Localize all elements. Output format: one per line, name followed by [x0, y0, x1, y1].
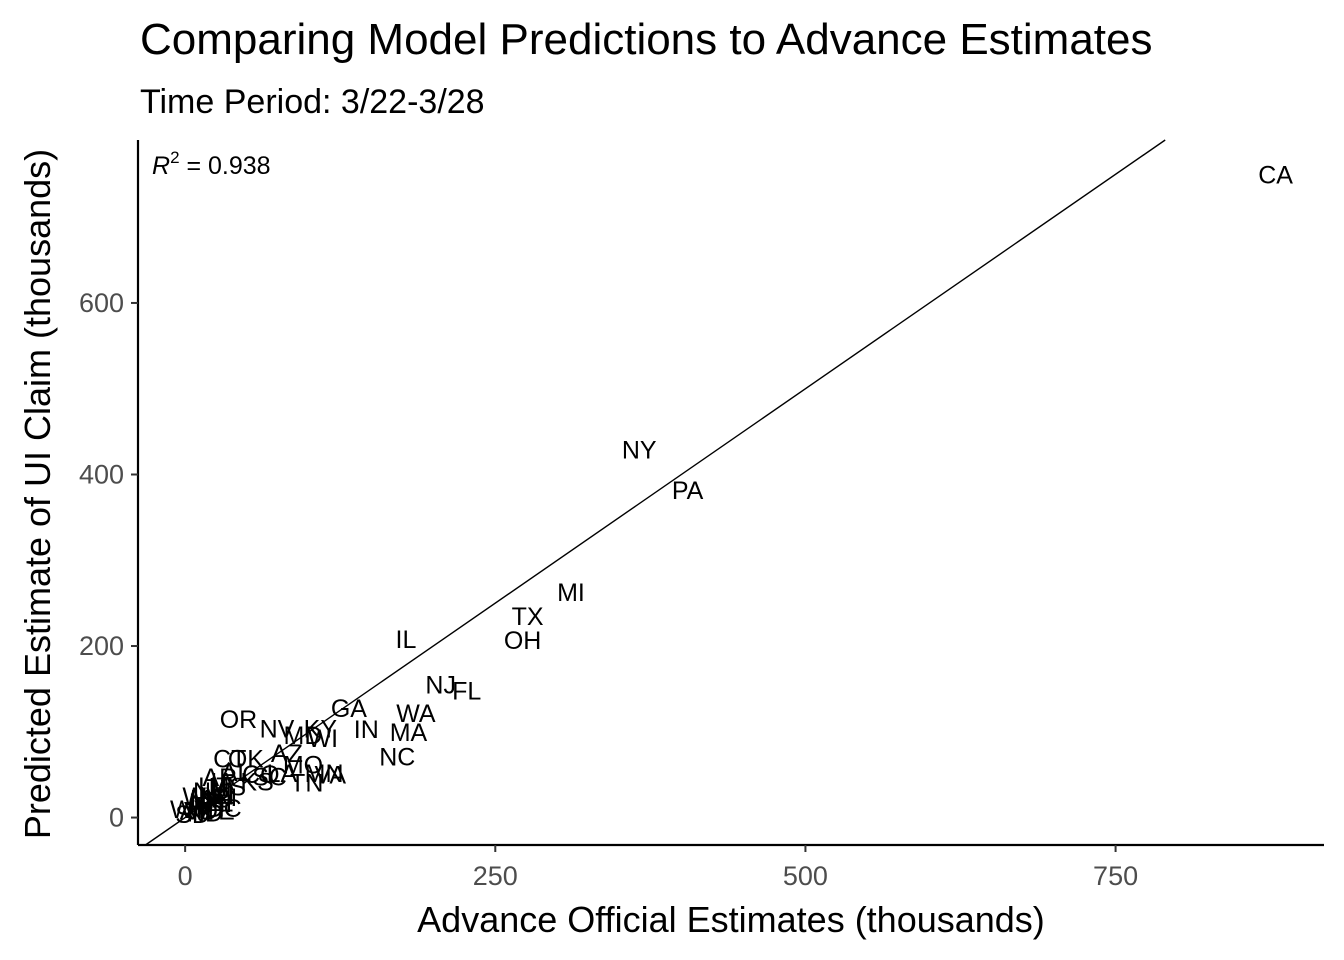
x-tick-label: 500	[783, 861, 828, 891]
point-label-vt: VT	[184, 798, 216, 826]
point-label-wv: WV	[182, 783, 223, 811]
chart-title: Comparing Model Predictions to Advance E…	[140, 15, 1153, 64]
y-tick-label: 600	[79, 288, 124, 318]
point-label-nd: ND	[187, 799, 223, 827]
point-label-oh: OH	[504, 627, 542, 655]
point-label-in: IN	[354, 716, 379, 744]
r-squared-symbol: R	[152, 152, 170, 180]
point-label-ok: OK	[228, 745, 264, 773]
point-label-or: OR	[220, 706, 258, 734]
point-label-nm: NM	[193, 778, 232, 806]
r-squared-annotation: R2 = 0.938	[152, 148, 271, 180]
point-label-mi: MI	[557, 579, 585, 607]
point-label-ca: CA	[1258, 161, 1293, 189]
point-label-nc: NC	[379, 744, 415, 772]
point-label-ky: KY	[304, 715, 338, 743]
point-label-ia: IA	[211, 769, 235, 797]
point-label-me: ME	[190, 786, 228, 814]
point-label-sc: SC	[252, 763, 287, 791]
point-label-nj: NJ	[425, 672, 456, 700]
point-label-tx: TX	[512, 603, 544, 631]
chart-subtitle: Time Period: 3/22-3/28	[140, 83, 485, 121]
point-label-ri: RI	[212, 784, 237, 812]
point-label-md: MD	[284, 722, 323, 750]
x-axis-title: Advance Official Estimates (thousands)	[417, 899, 1045, 940]
point-label-ar: AR	[203, 764, 238, 792]
point-label-ut: UT	[198, 773, 231, 801]
point-label-va: VA	[315, 762, 347, 790]
point-label-nh: NH	[198, 782, 234, 810]
point-label-ny: NY	[622, 437, 657, 465]
y-tick-label: 0	[109, 803, 124, 833]
point-label-co: CO	[242, 761, 280, 789]
point-label-ma: MA	[390, 719, 428, 747]
point-label-de: DE	[200, 798, 235, 826]
point-label-il: IL	[396, 626, 417, 654]
point-label-id: ID	[189, 793, 214, 821]
point-label-ak: AK	[180, 798, 214, 826]
point-label-az: AZ	[271, 740, 303, 768]
point-label-ks: KS	[240, 769, 273, 797]
x-tick-label: 750	[1093, 861, 1138, 891]
point-label-ct: CT	[213, 745, 246, 773]
x-tick-label: 250	[473, 861, 518, 891]
r-squared-value: = 0.938	[180, 152, 271, 180]
point-label-hi: HI	[207, 790, 232, 818]
point-label-ms: MS	[209, 774, 247, 802]
point-label-wa: WA	[396, 700, 436, 728]
point-label-fl: FL	[452, 678, 481, 706]
point-label-sd: SD	[175, 801, 210, 829]
point-label-wi: WI	[308, 725, 339, 753]
y-tick-label: 200	[79, 631, 124, 661]
fit-line	[145, 139, 1166, 846]
point-label-pa: PA	[672, 477, 704, 505]
point-label-dc: DC	[206, 795, 242, 823]
axes-layer: 0 250 500 750 0 200 400 600	[79, 140, 1324, 891]
point-label-ga: GA	[331, 695, 367, 723]
point-label-mo: MO	[283, 751, 323, 779]
fit-line-layer	[145, 139, 1166, 846]
point-label-mn: MN	[305, 760, 344, 788]
x-tick-label: 0	[178, 861, 193, 891]
point-label-la: LA	[267, 760, 298, 788]
y-axis-title: Predicted Estimate of UI Claim (thousand…	[17, 149, 58, 839]
point-label-wy: WY	[170, 796, 211, 824]
point-label-ne: NE	[189, 789, 224, 817]
point-label-mt: MT	[193, 794, 229, 822]
r-squared-exponent: 2	[170, 148, 179, 167]
point-label-tn: TN	[290, 769, 323, 797]
point-label-al: AL	[221, 759, 252, 787]
point-label-nv: NV	[260, 715, 295, 743]
y-tick-label: 400	[79, 459, 124, 489]
